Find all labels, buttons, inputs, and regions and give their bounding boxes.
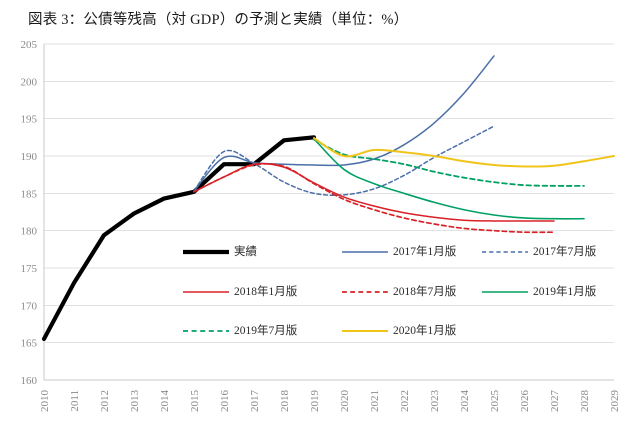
x-axis-tick-label: 2016: [219, 390, 231, 413]
x-axis-tick-label: 2020: [339, 390, 351, 413]
series-line-2019年1月版: [313, 138, 585, 220]
x-axis-tick-label: 2019: [309, 390, 321, 413]
x-axis-tick-label: 2021: [369, 390, 381, 412]
legend-label-2017年7月版: 2017年7月版: [533, 244, 597, 258]
chart-title: 図表 3：公債等残高（対 GDP）の予測と実績（単位：%）: [28, 12, 409, 28]
x-axis-labels: 2010 2011 2012 2013 2014 2015 2016 2017 2018 2019…: [39, 390, 621, 413]
chart-plot-area: 160 165 170 175 180 185 190 195 200 205 2010 2011 2…: [0, 30, 630, 427]
legend-label-2018年7月版: 2018年7月版: [393, 284, 457, 298]
legend-label-2019年7月版: 2019年7月版: [234, 323, 298, 337]
y-axis-tick-label: 170: [21, 300, 38, 312]
series-line-2018年1月版: [193, 162, 555, 222]
x-axis-tick-label: 2010: [39, 390, 51, 413]
x-axis-tick-label: 2014: [159, 390, 171, 413]
series-line-2020年1月版: [313, 137, 615, 168]
y-axis-tick-label: 165: [21, 338, 38, 350]
x-axis-tick-label: 2015: [189, 390, 201, 413]
legend-label-2020年1月版: 2020年1月版: [393, 323, 457, 337]
series-line-2017年1月版: [193, 55, 495, 192]
y-axis-tick-label: 200: [21, 76, 38, 88]
y-axis-tick-label: 175: [21, 263, 38, 275]
y-axis-labels: 160 165 170 175 180 185 190 195 200 205: [21, 39, 38, 387]
x-axis-tick-label: 2028: [579, 390, 591, 413]
series-line-実績: [41, 135, 317, 342]
y-axis-tick-label: 185: [21, 188, 38, 200]
x-axis-tick-label: 2027: [549, 390, 561, 413]
y-axis-tick-label: 205: [21, 39, 38, 51]
series-line-2019年7月版: [313, 138, 585, 187]
gridlines: [43, 43, 614, 381]
y-axis-tick-label: 190: [21, 151, 38, 163]
x-axis-tick-label: 2029: [609, 390, 621, 413]
y-axis-tick-label: 195: [21, 114, 38, 126]
chart-legend: 実績 2017年1月版 2017年7月版 2018年1月版 2018年7月版 2019年1…: [183, 244, 597, 337]
y-axis-tick-label: 160: [21, 375, 38, 387]
legend-label-2019年1月版: 2019年1月版: [533, 284, 597, 298]
x-axis-tick-label: 2017: [249, 390, 261, 413]
legend-label-実績: 実績: [234, 244, 257, 258]
x-axis-tick-label: 2024: [459, 390, 471, 413]
x-axis-tick-label: 2012: [99, 390, 111, 412]
series-lines: [41, 55, 615, 342]
series-line-2017年7月版: [193, 125, 495, 196]
legend-label-2018年1月版: 2018年1月版: [234, 284, 298, 298]
x-axis-tick-label: 2013: [129, 390, 141, 413]
x-axis-tick-label: 2023: [429, 390, 441, 413]
y-axis-tick-label: 180: [21, 226, 38, 238]
x-axis-tick-label: 2018: [279, 390, 291, 413]
series-line-2018年7月版: [193, 162, 555, 234]
x-axis-tick-label: 2011: [69, 390, 81, 412]
x-axis-tick-label: 2026: [519, 390, 531, 413]
legend-label-2017年1月版: 2017年1月版: [393, 244, 457, 258]
x-axis-tick-label: 2022: [399, 390, 411, 412]
x-axis-tick-label: 2025: [489, 390, 501, 413]
